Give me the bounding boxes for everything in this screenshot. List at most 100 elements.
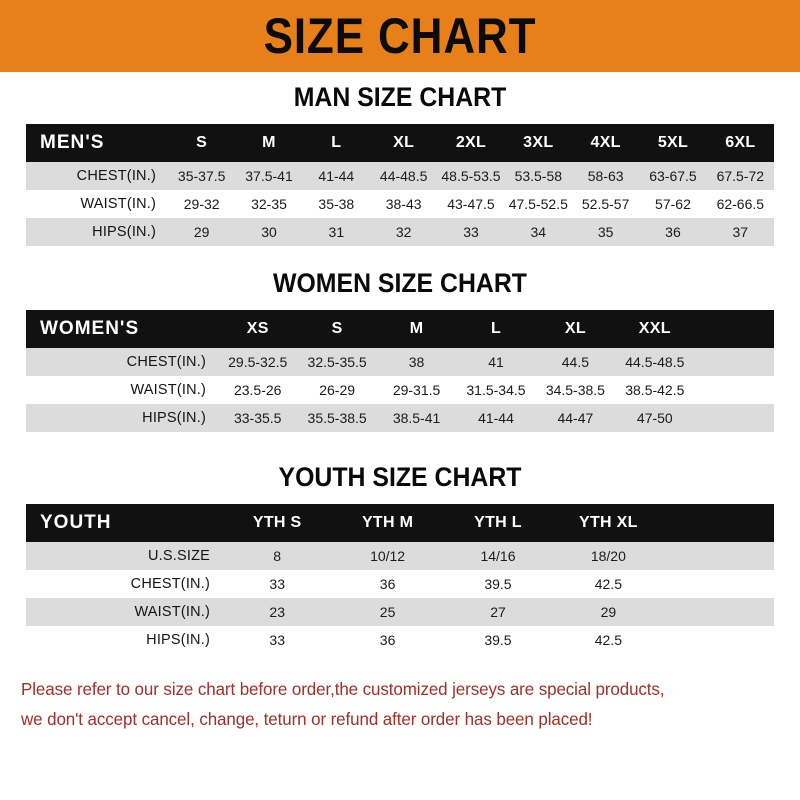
column-header-s: S [297, 310, 377, 348]
column-header-blank-6 [694, 310, 774, 348]
row-label: CHEST(IN.) [26, 570, 222, 598]
measurement-cell: 37.5-41 [235, 162, 303, 190]
page-title: SIZE CHART [263, 8, 537, 64]
measurement-cell: 43-47.5 [437, 190, 505, 218]
table-row: CHEST(IN.) 35-37.5 37.5-41 41-44 44-48.5 48.5… [26, 162, 774, 190]
column-header-l: L [456, 310, 536, 348]
row-label: WAIST(IN.) [26, 190, 168, 218]
measurement-cell: 53.5-58 [504, 162, 572, 190]
row-label: HIPS(IN.) [26, 626, 222, 654]
column-header-yth-l: YTH L [442, 504, 554, 542]
measurement-cell: 33 [437, 218, 505, 246]
measurement-cell: 35.5-38.5 [297, 404, 377, 432]
measurement-cell: 48.5-53.5 [437, 162, 505, 190]
measurement-cell: 29 [168, 218, 236, 246]
column-header-xl: XL [369, 124, 438, 162]
measurement-cell: 31.5-34.5 [456, 376, 536, 404]
measurement-cell: 29-31.5 [376, 376, 457, 404]
column-header-m: M [235, 124, 303, 162]
column-header-xl: XL [535, 310, 616, 348]
table-row: U.S.SIZE 8 10/12 14/16 18/20 [26, 542, 774, 570]
table-body-man: CHEST(IN.) 35-37.5 37.5-41 41-44 44-48.5 48.5… [26, 162, 774, 246]
measurement-cell: 44-48.5 [369, 162, 438, 190]
table-body-youth: U.S.SIZE 8 10/12 14/16 18/20 CHEST(IN.) 33 36 39… [26, 542, 774, 654]
measurement-cell: 36 [639, 218, 707, 246]
table-body-women: CHEST(IN.) 29.5-32.5 32.5-35.5 38 41 44.5 44.5… [26, 348, 774, 432]
size-table-man: MEN'S S M L XL 2XL 3XL 4XL 5XL 6XL CHEST(IN.) 35-… [26, 124, 774, 246]
measurement-cell: 25 [332, 598, 443, 626]
table-wrap-man: MEN'S S M L XL 2XL 3XL 4XL 5XL 6XL CHEST(IN.) 35-… [26, 124, 774, 246]
measurement-cell: 32 [369, 218, 438, 246]
measurement-cell [694, 376, 774, 404]
measurement-cell: 23.5-26 [218, 376, 298, 404]
column-header-xs: XS [218, 310, 298, 348]
measurement-cell: 57-62 [639, 190, 707, 218]
order-policy-note-line-2: we don't accept cancel, change, teturn o… [21, 709, 593, 729]
measurement-cell: 33 [222, 626, 333, 654]
measurement-cell: 29.5-32.5 [218, 348, 298, 376]
measurement-cell: 29 [553, 598, 664, 626]
row-label: WAIST(IN.) [26, 376, 218, 404]
measurement-cell: 44.5-48.5 [615, 348, 695, 376]
table-wrap-youth: YOUTH YTH S YTH M YTH L YTH XL U.S.SIZE 8 10/… [26, 504, 774, 654]
table-wrap-women: WOMEN'S XS S M L XL XXL CHEST(IN.) 29.5-32.5 32… [26, 310, 774, 432]
table-head-women: WOMEN'S XS S M L XL XXL [26, 310, 774, 348]
column-header-6xl: 6XL [706, 124, 774, 162]
measurement-cell: 18/20 [553, 542, 664, 570]
measurement-cell: 58-63 [571, 162, 640, 190]
measurement-cell: 41-44 [456, 404, 536, 432]
column-header-blank-4 [663, 504, 774, 542]
measurement-cell: 36 [332, 626, 443, 654]
measurement-cell: 29-32 [168, 190, 236, 218]
measurement-cell: 34.5-38.5 [535, 376, 616, 404]
measurement-cell: 67.5-72 [706, 162, 774, 190]
column-header-xxl: XXL [615, 310, 695, 348]
row-label: U.S.SIZE [26, 542, 222, 570]
measurement-cell: 38-43 [369, 190, 438, 218]
row-label: CHEST(IN.) [26, 348, 218, 376]
table-row: HIPS(IN.) 33-35.5 35.5-38.5 38.5-41 41-44 44-… [26, 404, 774, 432]
measurement-cell: 31 [302, 218, 370, 246]
measurement-cell: 30 [235, 218, 303, 246]
column-header-2xl: 2XL [437, 124, 505, 162]
measurement-cell: 62-66.5 [706, 190, 774, 218]
column-header-yth-xl: YTH XL [553, 504, 664, 542]
section-youth: YOUTH SIZE CHART YOUTH YTH S YTH M YTH L YT… [0, 462, 800, 654]
measurement-cell [663, 542, 774, 570]
row-header-label: WOMEN'S [26, 310, 218, 348]
measurement-cell: 26-29 [297, 376, 377, 404]
measurement-cell: 10/12 [332, 542, 443, 570]
row-label: WAIST(IN.) [26, 598, 222, 626]
measurement-cell: 33-35.5 [218, 404, 298, 432]
table-head-man: MEN'S S M L XL 2XL 3XL 4XL 5XL 6XL [26, 124, 774, 162]
size-table-youth: YOUTH YTH S YTH M YTH L YTH XL U.S.SIZE 8 10/… [26, 504, 774, 654]
row-header-label: MEN'S [26, 124, 168, 162]
measurement-cell: 39.5 [442, 570, 554, 598]
column-header-yth-m: YTH M [332, 504, 443, 542]
measurement-cell: 8 [222, 542, 333, 570]
measurement-cell: 41-44 [302, 162, 370, 190]
measurement-cell: 42.5 [553, 626, 664, 654]
column-header-m: M [376, 310, 457, 348]
table-row: CHEST(IN.) 29.5-32.5 32.5-35.5 38 41 44.5 44.5… [26, 348, 774, 376]
measurement-cell: 41 [456, 348, 536, 376]
measurement-cell: 35-37.5 [168, 162, 236, 190]
size-table-women: WOMEN'S XS S M L XL XXL CHEST(IN.) 29.5-32.5 32… [26, 310, 774, 432]
section-title-youth: YOUTH SIZE CHART [278, 462, 522, 492]
row-label: HIPS(IN.) [26, 404, 218, 432]
measurement-cell: 14/16 [442, 542, 554, 570]
row-label: HIPS(IN.) [26, 218, 168, 246]
measurement-cell [663, 570, 774, 598]
table-row: HIPS(IN.) 33 36 39.5 42.5 [26, 626, 774, 654]
table-row: CHEST(IN.) 33 36 39.5 42.5 [26, 570, 774, 598]
measurement-cell: 37 [706, 218, 774, 246]
measurement-cell: 34 [504, 218, 572, 246]
header-row: MEN'S S M L XL 2XL 3XL 4XL 5XL 6XL [26, 124, 774, 162]
measurement-cell: 23 [222, 598, 333, 626]
measurement-cell: 38.5-42.5 [615, 376, 695, 404]
page-banner: SIZE CHART [0, 0, 800, 72]
section-man: MAN SIZE CHART MEN'S S M L XL 2XL 3XL 4XL 5XL 6X… [0, 82, 800, 246]
measurement-cell: 63-67.5 [639, 162, 707, 190]
measurement-cell: 47.5-52.5 [504, 190, 572, 218]
